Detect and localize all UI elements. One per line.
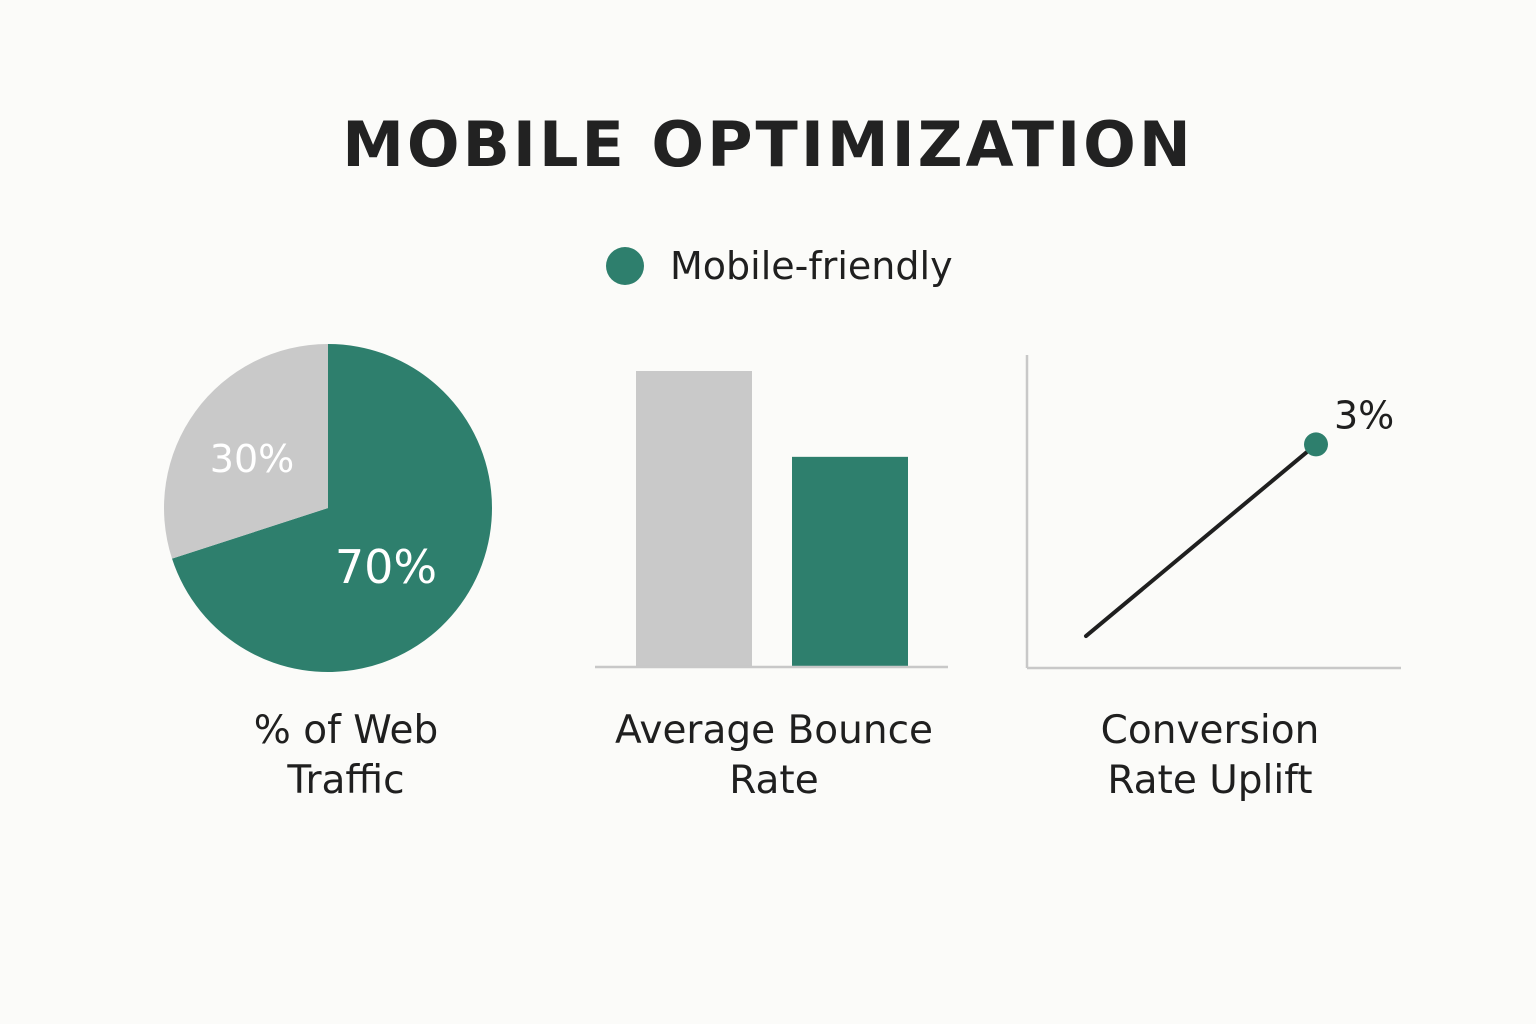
uplift-end-point (1304, 432, 1328, 457)
uplift-line (1084, 442, 1318, 639)
pie-slice-other (163, 344, 328, 559)
legend-label: Mobile-friendly (670, 244, 953, 288)
line-caption-line-1: Conversion (1100, 708, 1320, 753)
legend-marker (606, 247, 644, 285)
legend: Mobile-friendly (606, 244, 953, 288)
line-chart-caption: Conversion Rate Uplift (1060, 706, 1360, 806)
page-title: MOBILE OPTIMIZATION (342, 108, 1194, 181)
pie-caption-line-1: % of Web (253, 708, 439, 753)
line-chart: 3% (1025, 355, 1401, 670)
bar-chart-caption: Average Bounce Rate (594, 706, 954, 806)
pie-chart: 70% 30% (163, 344, 492, 672)
bar-other (636, 371, 752, 667)
bar-mobile-friendly (792, 456, 908, 667)
pie-caption-line-2: Traffic (287, 758, 405, 803)
pie-chart-caption: % of Web Traffic (196, 706, 496, 806)
bar-chart (595, 371, 948, 669)
line-caption-line-2: Rate Uplift (1107, 758, 1313, 803)
uplift-value-label: 3% (1334, 393, 1394, 437)
bar-caption-line-2: Rate (729, 758, 819, 803)
bar-caption-line-1: Average Bounce (614, 708, 934, 753)
pie-label-other: 30% (210, 437, 294, 481)
pie-label-mobile-friendly: 70% (335, 540, 437, 594)
pie-slice-mobile-friendly (172, 344, 492, 672)
